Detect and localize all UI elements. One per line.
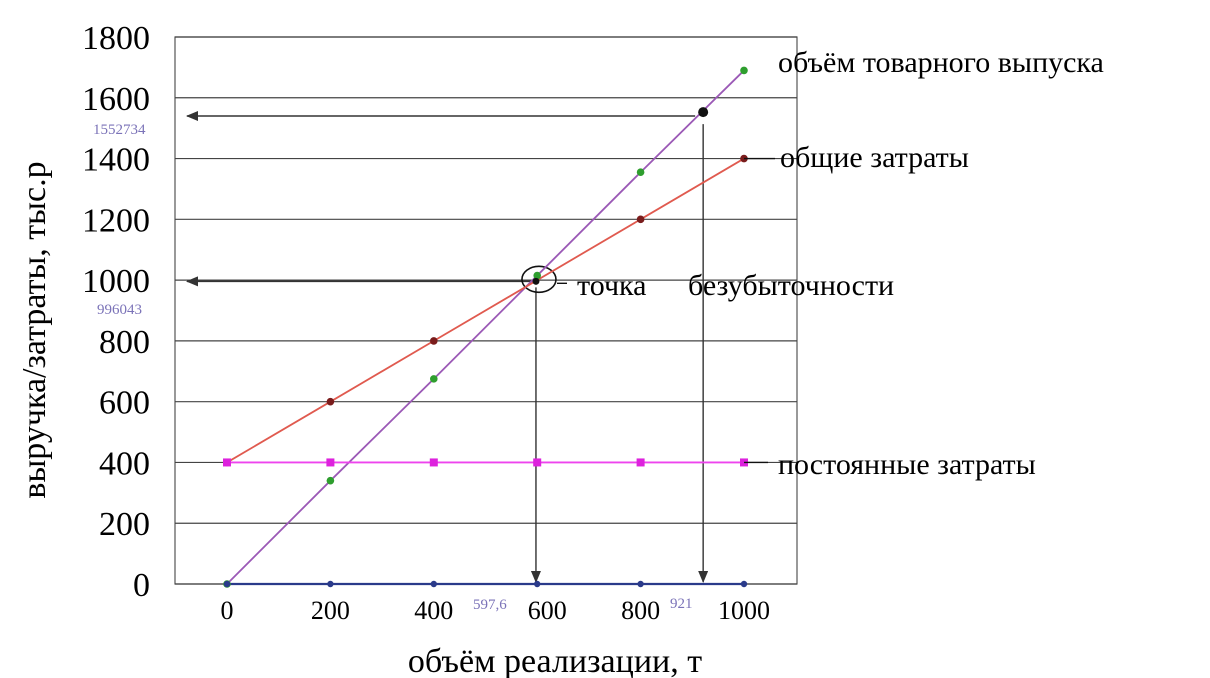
series-point bbox=[327, 580, 334, 588]
target-x-value: 921 bbox=[670, 596, 693, 612]
series-point bbox=[637, 580, 644, 588]
target-y-value: 1552734 bbox=[93, 122, 146, 138]
series-point bbox=[326, 397, 335, 406]
y-tick-labels: 0 200 400 600 800 1000 1200 1400 1600 1800 bbox=[82, 20, 150, 604]
series-point bbox=[326, 458, 335, 467]
series-point bbox=[430, 337, 438, 345]
series-point bbox=[326, 476, 335, 485]
series-point bbox=[430, 580, 437, 588]
series-lines bbox=[226, 69, 745, 586]
series-point bbox=[223, 458, 231, 467]
break-even-label-2: безубыточности bbox=[688, 269, 894, 302]
series-markers bbox=[223, 66, 748, 588]
series-point bbox=[533, 458, 542, 467]
series-label-revenue: объём товарного выпуска bbox=[778, 46, 1104, 79]
x-tick-label: 600 bbox=[528, 596, 567, 625]
y-tick-label: 800 bbox=[99, 324, 150, 361]
x-tick-label: 400 bbox=[414, 596, 453, 625]
series-line-0 bbox=[226, 69, 745, 585]
break-even-y-value: 996043 bbox=[97, 302, 142, 318]
series-point bbox=[429, 458, 438, 467]
series-point bbox=[740, 66, 748, 75]
series-label-fixed-costs: постоянные затраты bbox=[778, 448, 1036, 481]
break-even-circle bbox=[521, 265, 557, 294]
series-point bbox=[430, 375, 438, 383]
series-line-1 bbox=[226, 157, 745, 464]
y-tick-label: 1000 bbox=[82, 263, 150, 300]
y-tick-label: 0 bbox=[133, 567, 150, 604]
break-even-point bbox=[532, 277, 540, 285]
x-tick-label: 0 bbox=[221, 596, 234, 625]
guide-arrows: 1552734 996043 597,6 921 bbox=[93, 111, 709, 613]
break-even-label-1: точка bbox=[577, 269, 646, 302]
series-point bbox=[223, 580, 231, 588]
y-tick-label: 1600 bbox=[82, 81, 150, 118]
y-tick-label: 1200 bbox=[82, 202, 150, 239]
series-point bbox=[636, 215, 645, 224]
series-labels: объём товарного выпуска общие затраты пост… bbox=[577, 46, 1104, 481]
y-tick-label: 400 bbox=[99, 445, 150, 482]
series-point bbox=[533, 271, 541, 280]
y-tick-label: 1800 bbox=[82, 20, 150, 57]
series-point bbox=[740, 580, 748, 588]
target-point bbox=[698, 107, 709, 118]
x-tick-label: 1000 bbox=[718, 596, 770, 625]
y-tick-label: 1400 bbox=[82, 142, 150, 179]
x-tick-label: 200 bbox=[311, 596, 350, 625]
y-tick-label: 600 bbox=[99, 385, 150, 422]
series-point bbox=[534, 580, 541, 588]
series-label-total-costs: общие затраты bbox=[780, 141, 969, 174]
x-tick-label: 800 bbox=[621, 596, 660, 625]
y-axis-title: выручка/затраты, тыс.р bbox=[16, 161, 53, 498]
series-point bbox=[636, 458, 645, 467]
break-even-x-value: 597,6 bbox=[473, 597, 507, 613]
y-tick-label: 200 bbox=[99, 506, 150, 543]
x-tick-labels: 0 200 400 600 800 1000 bbox=[221, 596, 771, 625]
series-point bbox=[636, 168, 645, 177]
x-axis-title: объём реализации, т bbox=[408, 643, 702, 678]
